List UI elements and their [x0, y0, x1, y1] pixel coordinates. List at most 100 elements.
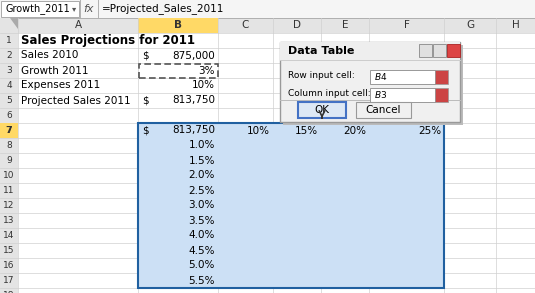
Bar — [0, 123, 18, 138]
Text: Row input cell:: Row input cell: — [288, 71, 355, 81]
Bar — [0, 228, 18, 243]
Text: Cancel: Cancel — [366, 105, 401, 115]
Text: 11: 11 — [3, 186, 15, 195]
Text: 813,750: 813,750 — [172, 125, 215, 135]
Text: 875,000: 875,000 — [172, 50, 215, 60]
Text: C: C — [242, 21, 249, 30]
Text: B: B — [174, 21, 182, 30]
Text: 8: 8 — [6, 141, 12, 150]
Bar — [0, 33, 18, 48]
Text: 5: 5 — [6, 96, 12, 105]
Bar — [139, 64, 218, 78]
Text: 17: 17 — [3, 276, 15, 285]
Text: $: $ — [142, 125, 149, 135]
Bar — [0, 93, 18, 108]
Bar — [356, 102, 411, 118]
Bar — [370, 88, 435, 102]
Text: fx: fx — [83, 4, 93, 14]
Bar — [0, 213, 18, 228]
Text: OK: OK — [315, 105, 330, 115]
Text: Growth 2011: Growth 2011 — [21, 66, 88, 76]
Text: 25%: 25% — [418, 125, 441, 135]
Text: 15: 15 — [3, 246, 15, 255]
Text: 10%: 10% — [247, 125, 270, 135]
Text: 813,750: 813,750 — [172, 96, 215, 105]
Text: Growth_2011: Growth_2011 — [5, 4, 70, 14]
Bar — [0, 198, 18, 213]
Text: 5.0%: 5.0% — [189, 260, 215, 270]
Bar — [0, 288, 18, 293]
Text: 20%: 20% — [343, 125, 366, 135]
Text: Expenses 2011: Expenses 2011 — [21, 81, 100, 91]
Bar — [433, 44, 446, 57]
Bar — [0, 123, 18, 138]
Text: 4: 4 — [6, 81, 12, 90]
Bar — [0, 273, 18, 288]
Text: Projected Sales 2011: Projected Sales 2011 — [21, 96, 131, 105]
Bar — [370, 70, 435, 84]
Text: 7: 7 — [6, 126, 12, 135]
Bar — [0, 153, 18, 168]
Text: 3: 3 — [6, 66, 12, 75]
Text: 2: 2 — [6, 51, 12, 60]
Text: D: D — [293, 21, 301, 30]
Text: 9: 9 — [6, 156, 12, 165]
Text: 15%: 15% — [295, 125, 318, 135]
Text: 3%: 3% — [198, 66, 215, 76]
Bar — [0, 63, 18, 78]
Bar — [0, 138, 18, 153]
Bar — [0, 18, 18, 33]
Bar — [0, 243, 18, 258]
Bar — [283, 45, 463, 125]
Bar — [435, 88, 448, 102]
Text: =Projected_Sales_2011: =Projected_Sales_2011 — [102, 4, 224, 14]
Bar — [138, 18, 218, 33]
Text: A: A — [74, 21, 81, 30]
Bar — [419, 44, 432, 57]
Text: 3.0%: 3.0% — [189, 200, 215, 210]
Text: $: $ — [142, 50, 149, 60]
Bar — [0, 183, 18, 198]
Text: 6: 6 — [6, 111, 12, 120]
Text: $: $ — [142, 96, 149, 105]
Bar — [138, 123, 444, 288]
Text: 2.0%: 2.0% — [189, 171, 215, 180]
Bar — [1, 1, 79, 17]
Bar — [280, 42, 460, 122]
Text: 1: 1 — [6, 36, 12, 45]
Text: 10: 10 — [3, 171, 15, 180]
Bar — [435, 70, 448, 84]
Text: 7: 7 — [6, 126, 12, 135]
Text: 4.0%: 4.0% — [189, 231, 215, 241]
Text: H: H — [511, 21, 519, 30]
Bar — [298, 102, 346, 118]
Text: F: F — [403, 21, 409, 30]
Bar — [0, 48, 18, 63]
Text: 10%: 10% — [192, 81, 215, 91]
Text: 4.5%: 4.5% — [188, 246, 215, 255]
Bar — [0, 18, 535, 33]
Bar — [280, 42, 460, 60]
Text: Column input cell:: Column input cell: — [288, 89, 371, 98]
Bar — [447, 44, 460, 57]
Text: 1.0%: 1.0% — [189, 141, 215, 151]
Bar — [0, 0, 535, 18]
Text: $B$4: $B$4 — [374, 71, 387, 81]
Text: 1.5%: 1.5% — [188, 156, 215, 166]
Text: E: E — [342, 21, 348, 30]
Bar — [0, 108, 18, 123]
Text: $B$3: $B$3 — [374, 88, 387, 100]
Text: Sales Projections for 2011: Sales Projections for 2011 — [21, 34, 195, 47]
Text: Data Table: Data Table — [288, 46, 354, 56]
Text: 16: 16 — [3, 261, 15, 270]
Polygon shape — [10, 18, 18, 29]
Text: G: G — [466, 21, 474, 30]
Bar — [0, 78, 18, 93]
Text: 13: 13 — [3, 216, 15, 225]
Text: ▾: ▾ — [72, 4, 76, 13]
Text: Sales 2010: Sales 2010 — [21, 50, 78, 60]
Bar — [0, 168, 18, 183]
Text: 18: 18 — [3, 291, 15, 293]
Text: 12: 12 — [3, 201, 14, 210]
Text: 2.5%: 2.5% — [188, 185, 215, 195]
